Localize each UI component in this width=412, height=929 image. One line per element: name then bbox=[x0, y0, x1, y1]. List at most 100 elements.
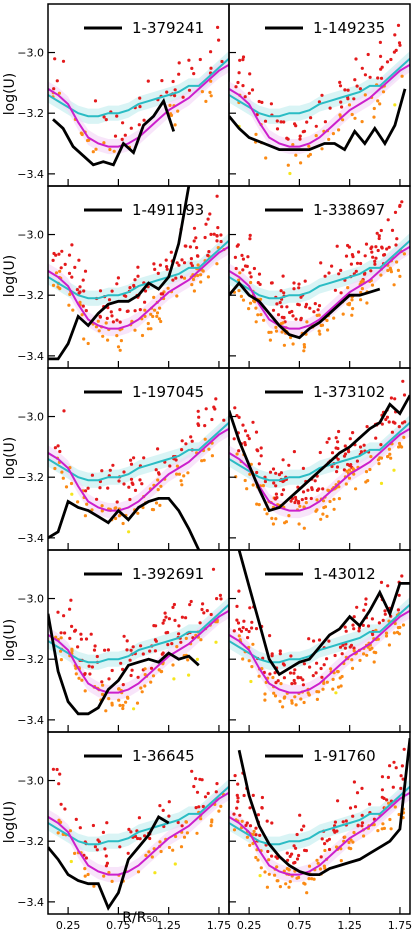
spaxel-point bbox=[136, 274, 140, 278]
spaxel-point bbox=[146, 321, 150, 326]
spaxel-point bbox=[343, 646, 347, 650]
spaxel-point bbox=[121, 121, 125, 125]
spaxel-point bbox=[238, 271, 242, 275]
spaxel-point bbox=[388, 817, 392, 822]
spaxel-point bbox=[386, 584, 390, 588]
spaxel-point bbox=[257, 99, 261, 104]
spaxel-point bbox=[347, 245, 351, 249]
spaxel-point bbox=[209, 50, 213, 54]
spaxel-point bbox=[272, 481, 276, 485]
spaxel-point bbox=[182, 835, 187, 839]
spaxel-point bbox=[341, 643, 345, 647]
spaxel-point bbox=[192, 226, 197, 230]
spaxel-point bbox=[144, 853, 148, 858]
spaxel-point bbox=[92, 884, 96, 888]
spaxel-point bbox=[174, 834, 178, 839]
reference-line bbox=[48, 239, 229, 300]
spaxel-point bbox=[132, 283, 136, 288]
spaxel-point bbox=[351, 431, 355, 435]
spaxel-point bbox=[247, 659, 251, 663]
spaxel-point bbox=[73, 265, 77, 269]
spaxel-point bbox=[161, 808, 165, 813]
spaxel-point bbox=[333, 288, 337, 292]
spaxel-point bbox=[209, 232, 213, 236]
spaxel-point bbox=[249, 280, 253, 285]
spaxel-point bbox=[255, 470, 259, 475]
spaxel-point bbox=[207, 447, 211, 451]
y-tick-label: −3.0 bbox=[17, 47, 44, 60]
spaxel-point bbox=[219, 239, 223, 244]
spaxel-point bbox=[347, 103, 352, 107]
spaxel-point bbox=[78, 300, 82, 304]
spaxel-point bbox=[354, 269, 358, 273]
spaxel-point bbox=[397, 812, 401, 817]
spaxel-point bbox=[179, 845, 184, 849]
spaxel-point bbox=[84, 489, 88, 493]
spaxel-point bbox=[113, 134, 118, 138]
spaxel-point bbox=[359, 450, 363, 454]
spaxel-point bbox=[68, 292, 72, 296]
spaxel-point bbox=[327, 137, 331, 141]
spaxel-point bbox=[317, 313, 321, 317]
spaxel-point bbox=[389, 57, 393, 62]
spaxel-point bbox=[376, 76, 380, 80]
spaxel-point bbox=[104, 118, 108, 122]
spaxel-point bbox=[379, 54, 383, 59]
spaxel-point bbox=[197, 805, 201, 809]
spaxel-point bbox=[335, 244, 339, 248]
spaxel-point bbox=[122, 482, 126, 486]
spaxel-point bbox=[361, 623, 365, 628]
spaxel-point bbox=[305, 320, 309, 324]
spaxel-point bbox=[287, 514, 291, 518]
spaxel-point bbox=[246, 255, 250, 259]
spaxel-point bbox=[380, 775, 384, 779]
spaxel-point bbox=[278, 885, 282, 889]
spaxel-point bbox=[203, 235, 207, 240]
spaxel-point bbox=[369, 455, 373, 459]
spaxel-point bbox=[209, 94, 213, 98]
spaxel-point bbox=[51, 258, 55, 262]
spaxel-point bbox=[289, 654, 293, 658]
spaxel-point bbox=[129, 462, 134, 466]
spaxel-point bbox=[307, 144, 311, 148]
y-tick-label: −3.4 bbox=[17, 896, 44, 909]
spaxel-point bbox=[299, 161, 303, 165]
panel-1-91760: 1-91760 0.25 0.75 1.25 1.75 bbox=[228, 731, 412, 929]
spaxel-point bbox=[121, 667, 125, 672]
spaxel-point bbox=[199, 638, 203, 642]
spaxel-point bbox=[280, 315, 284, 319]
spaxel-point bbox=[133, 834, 138, 839]
spaxel-point bbox=[202, 458, 206, 462]
spaxel-point bbox=[115, 334, 119, 338]
spaxel-point bbox=[57, 91, 62, 95]
spaxel-point bbox=[314, 671, 318, 675]
spaxel-point bbox=[177, 263, 181, 267]
spaxel-point bbox=[235, 806, 239, 810]
spaxel-point bbox=[295, 857, 300, 861]
spaxel-point bbox=[97, 329, 101, 333]
spaxel-point bbox=[76, 645, 80, 649]
spaxel-point bbox=[58, 449, 62, 454]
spaxel-point bbox=[251, 832, 255, 837]
spaxel-point bbox=[157, 472, 161, 476]
spaxel-point bbox=[203, 424, 207, 428]
spaxel-point bbox=[353, 78, 357, 82]
spaxel-point bbox=[64, 485, 69, 489]
spaxel-point bbox=[402, 252, 406, 256]
spaxel-point bbox=[84, 856, 88, 860]
spaxel-point bbox=[78, 285, 82, 289]
spaxel-point bbox=[314, 124, 318, 128]
spaxel-point bbox=[290, 699, 294, 703]
spaxel-point bbox=[100, 469, 104, 473]
spaxel-point bbox=[328, 499, 332, 504]
spaxel-point bbox=[185, 831, 189, 835]
spaxel-point bbox=[180, 258, 184, 262]
spaxel-point bbox=[320, 675, 324, 679]
spaxel-point bbox=[103, 847, 107, 851]
spaxel-point bbox=[104, 864, 108, 868]
spaxel-point bbox=[118, 348, 122, 352]
spaxel-point bbox=[295, 832, 299, 837]
spaxel-point bbox=[104, 854, 108, 858]
spaxel-point bbox=[389, 456, 393, 460]
spaxel-point bbox=[83, 867, 87, 871]
